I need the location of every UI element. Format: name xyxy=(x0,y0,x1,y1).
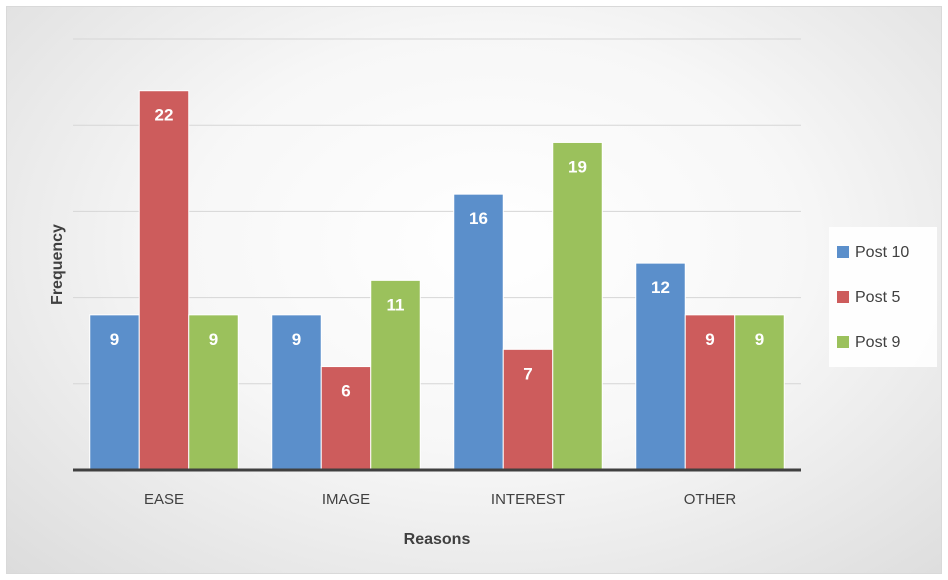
bar-post-5-image xyxy=(320,366,372,471)
bar-post-5-ease xyxy=(138,90,190,471)
bar-post-10-ease xyxy=(89,314,140,471)
bar-post-9-other xyxy=(734,314,785,471)
x-tick-label: EASE xyxy=(144,491,184,508)
legend-label-post-5: Post 5 xyxy=(855,289,900,306)
data-label: 9 xyxy=(110,330,119,349)
bar-post-10-image xyxy=(271,314,322,471)
data-label: 9 xyxy=(292,330,301,349)
data-label: 11 xyxy=(387,295,405,314)
bar-post-9-image xyxy=(370,279,421,471)
bar-post-5-interest xyxy=(502,348,554,471)
bar-chart: 9 22 9 9 6 11 16 7 19 12 9 9 EASE IMAGE INTEREST OTHER… xyxy=(49,38,937,548)
legend-label-post-10: Post 10 xyxy=(855,244,909,261)
x-tick-label: IMAGE xyxy=(322,491,370,508)
data-label: 9 xyxy=(705,330,714,349)
legend-label-post-9: Post 9 xyxy=(855,334,900,351)
x-tick-label: INTEREST xyxy=(491,491,565,508)
legend-swatch-post-5 xyxy=(837,291,849,303)
x-tick-label: OTHER xyxy=(684,491,737,508)
bar-post-9-interest xyxy=(552,141,603,471)
data-label: 6 xyxy=(341,382,350,401)
data-label: 19 xyxy=(568,157,587,176)
y-axis-title: Frequency xyxy=(49,224,66,305)
data-labels: 9 22 9 9 6 11 16 7 19 12 9 9 xyxy=(110,106,764,401)
bar-post-10-interest xyxy=(453,193,504,471)
data-label: 9 xyxy=(755,330,764,349)
data-label: 9 xyxy=(209,330,218,349)
data-label: 12 xyxy=(651,278,670,297)
legend-swatch-post-9 xyxy=(837,336,849,348)
legend: Post 10 Post 5 Post 9 xyxy=(829,227,937,367)
data-label: 7 xyxy=(523,364,532,383)
bars xyxy=(89,90,785,471)
legend-swatch-post-10 xyxy=(837,246,849,258)
chart-area: 9 22 9 9 6 11 16 7 19 12 9 9 EASE IMAGE INTEREST OTHER… xyxy=(6,6,942,574)
data-label: 22 xyxy=(155,106,174,125)
data-label: 16 xyxy=(469,209,488,228)
x-axis-tick-labels: EASE IMAGE INTEREST OTHER xyxy=(144,491,736,508)
x-axis-title: Reasons xyxy=(404,531,471,548)
bar-post-10-other xyxy=(635,262,686,471)
